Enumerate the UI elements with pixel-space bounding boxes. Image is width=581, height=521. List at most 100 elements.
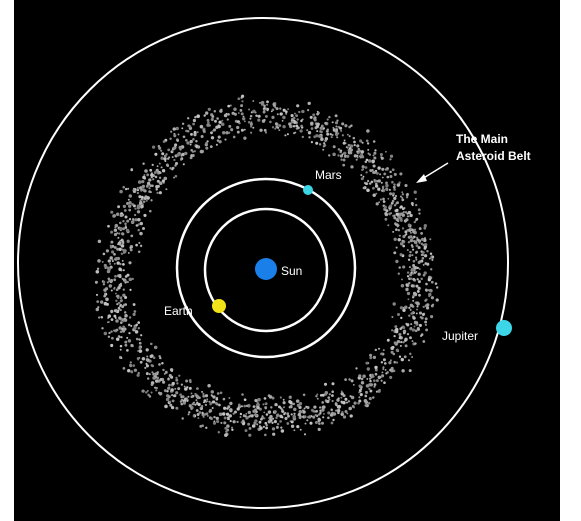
asteroid bbox=[423, 224, 427, 228]
asteroid bbox=[360, 177, 364, 181]
asteroid bbox=[416, 278, 419, 281]
asteroid bbox=[215, 143, 218, 146]
asteroid bbox=[377, 389, 381, 393]
asteroid bbox=[330, 421, 334, 425]
asteroid bbox=[392, 185, 396, 189]
asteroid bbox=[402, 341, 405, 344]
asteroid bbox=[396, 339, 401, 344]
asteroid bbox=[123, 311, 127, 314]
asteroid bbox=[329, 133, 332, 136]
asteroid bbox=[304, 422, 307, 425]
asteroid bbox=[181, 122, 185, 125]
asteroid bbox=[409, 213, 413, 218]
asteroid bbox=[336, 128, 338, 131]
asteroid bbox=[416, 308, 418, 311]
asteroid bbox=[289, 395, 292, 398]
asteroid bbox=[291, 117, 294, 120]
asteroid bbox=[346, 154, 350, 158]
asteroid bbox=[336, 132, 340, 135]
asteroid bbox=[261, 415, 264, 417]
asteroid bbox=[251, 424, 256, 428]
asteroid bbox=[141, 198, 144, 201]
asteroid bbox=[156, 184, 160, 188]
asteroid bbox=[124, 187, 128, 191]
asteroid bbox=[318, 134, 322, 138]
asteroid bbox=[141, 184, 145, 188]
asteroid bbox=[121, 305, 125, 309]
asteroid bbox=[264, 421, 268, 425]
mars bbox=[303, 185, 313, 195]
asteroid bbox=[282, 398, 285, 401]
asteroid bbox=[197, 417, 200, 420]
asteroid bbox=[118, 273, 122, 277]
asteroid bbox=[269, 120, 272, 124]
asteroid bbox=[238, 122, 241, 125]
asteroid bbox=[402, 244, 406, 248]
asteroid bbox=[321, 401, 324, 404]
asteroid bbox=[279, 396, 282, 399]
asteroid bbox=[374, 149, 377, 152]
asteroid bbox=[303, 407, 306, 410]
asteroid bbox=[263, 107, 266, 110]
asteroid bbox=[292, 402, 296, 406]
asteroid bbox=[422, 251, 425, 254]
asteroid bbox=[377, 187, 381, 191]
asteroid bbox=[317, 427, 321, 431]
asteroid bbox=[347, 133, 349, 136]
asteroid bbox=[361, 165, 365, 169]
asteroid bbox=[141, 226, 146, 231]
asteroid bbox=[337, 148, 341, 151]
asteroid bbox=[415, 284, 419, 288]
asteroid bbox=[393, 172, 397, 176]
asteroid bbox=[181, 127, 184, 130]
asteroid bbox=[128, 277, 133, 282]
asteroid bbox=[404, 183, 408, 188]
asteroid bbox=[322, 148, 325, 151]
asteroid bbox=[104, 266, 108, 270]
asteroid bbox=[331, 121, 334, 124]
asteroid bbox=[303, 415, 307, 419]
asteroid bbox=[196, 114, 200, 118]
asteroid bbox=[196, 413, 200, 416]
asteroid bbox=[95, 270, 100, 274]
asteroid bbox=[110, 330, 113, 333]
asteroid bbox=[365, 182, 368, 186]
asteroid bbox=[344, 378, 347, 381]
asteroid bbox=[411, 237, 414, 240]
asteroid bbox=[191, 153, 195, 158]
asteroid bbox=[205, 400, 208, 403]
asteroid bbox=[399, 172, 403, 176]
asteroid bbox=[129, 361, 132, 364]
asteroid bbox=[392, 352, 396, 356]
asteroid bbox=[174, 387, 177, 390]
asteroid bbox=[434, 282, 438, 285]
asteroid bbox=[309, 421, 313, 425]
asteroid bbox=[158, 162, 161, 165]
asteroid bbox=[412, 299, 415, 302]
asteroid bbox=[161, 361, 164, 365]
asteroid bbox=[418, 311, 423, 315]
asteroid bbox=[373, 178, 376, 182]
asteroid bbox=[111, 336, 114, 340]
asteroid bbox=[136, 204, 141, 208]
asteroid bbox=[401, 369, 405, 373]
asteroid bbox=[107, 335, 111, 338]
asteroid bbox=[297, 413, 301, 417]
asteroid bbox=[340, 158, 343, 161]
asteroid bbox=[126, 349, 129, 352]
asteroid bbox=[364, 166, 368, 169]
asteroid bbox=[377, 347, 381, 350]
asteroid bbox=[217, 135, 221, 139]
asteroid bbox=[272, 417, 275, 420]
asteroid bbox=[435, 298, 439, 302]
asteroid bbox=[430, 268, 433, 271]
asteroid bbox=[326, 128, 329, 131]
asteroid bbox=[314, 413, 317, 417]
asteroid bbox=[163, 389, 167, 393]
asteroid bbox=[315, 141, 319, 145]
asteroid bbox=[360, 377, 364, 381]
asteroid bbox=[151, 163, 154, 167]
asteroid bbox=[154, 152, 158, 156]
asteroid bbox=[373, 170, 377, 174]
asteroid bbox=[142, 175, 146, 180]
